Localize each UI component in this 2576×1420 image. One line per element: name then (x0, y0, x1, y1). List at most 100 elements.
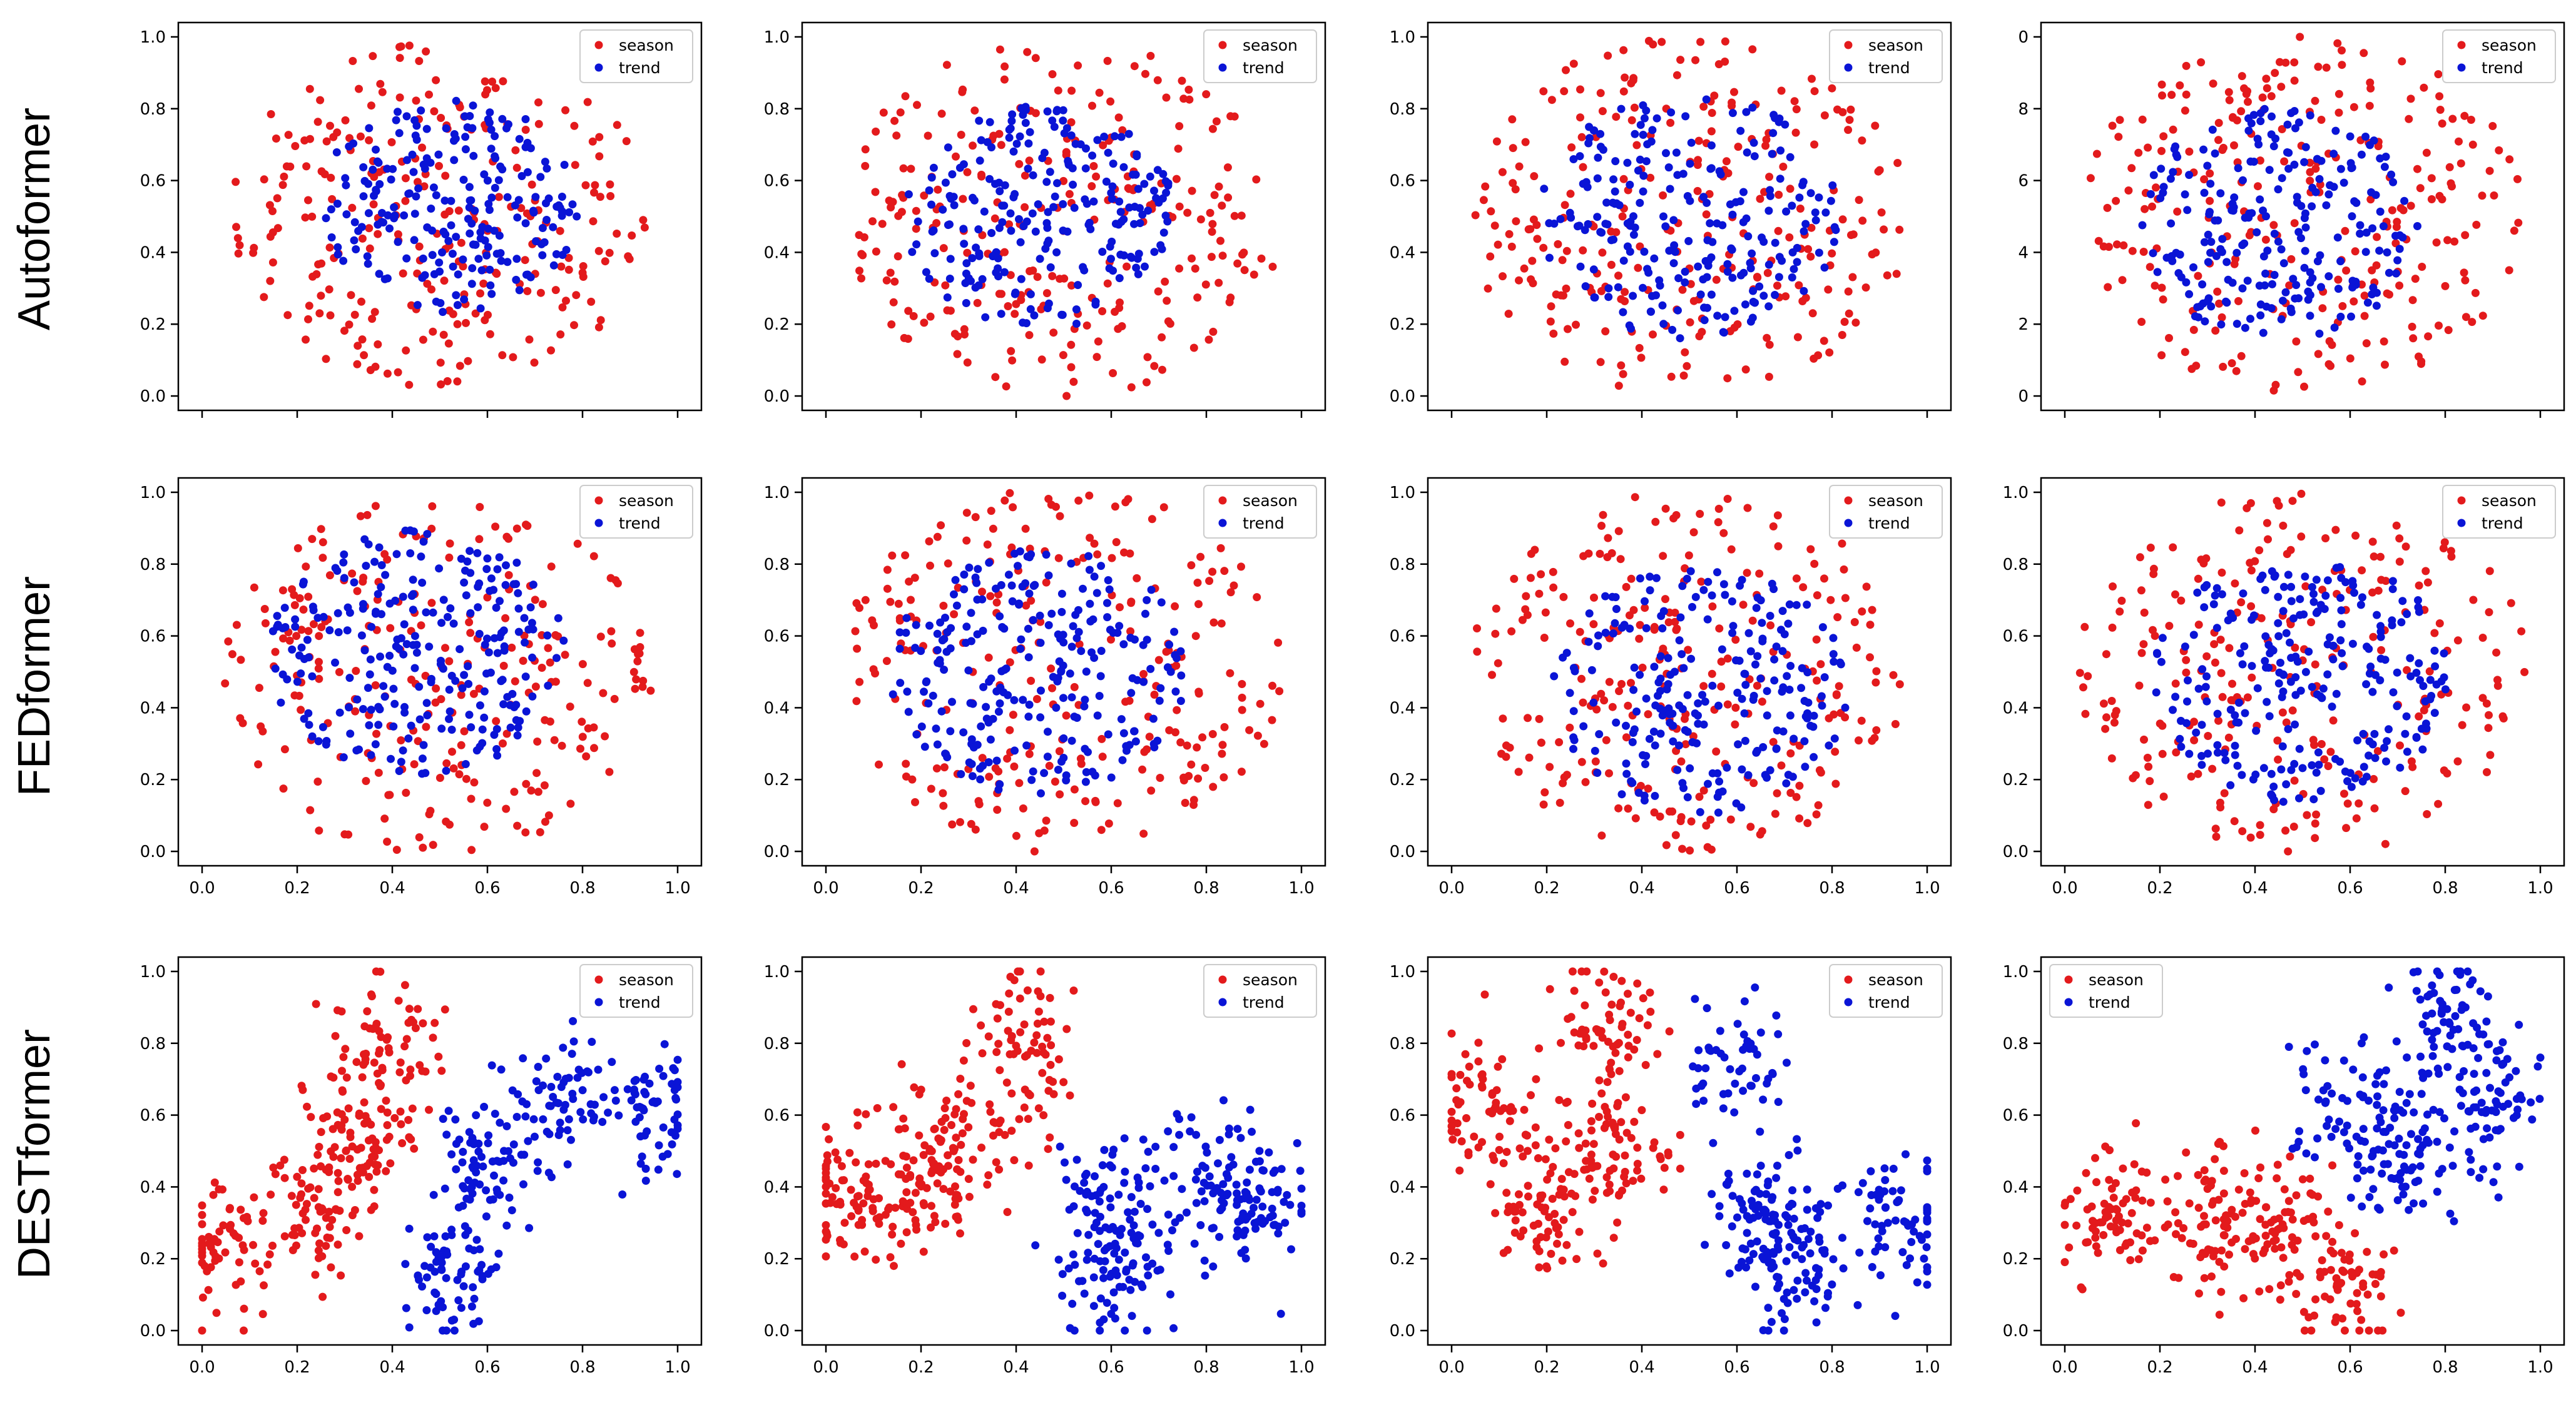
point-trend (461, 112, 469, 120)
point-trend (1621, 621, 1629, 629)
point-trend (454, 1296, 462, 1304)
point-trend (1024, 165, 1032, 173)
point-trend (2431, 709, 2439, 717)
point-season (1069, 378, 1077, 386)
point-trend (389, 723, 397, 731)
point-season (364, 511, 372, 519)
point-trend (2211, 150, 2219, 158)
point-season (2441, 282, 2450, 290)
point-trend (375, 270, 384, 278)
point-trend (340, 753, 348, 761)
point-season (2150, 565, 2158, 573)
point-season (1527, 574, 1535, 582)
legend-marker-season (1219, 497, 1227, 505)
point-season (2139, 640, 2147, 648)
point-season (1202, 90, 1210, 98)
point-trend (1154, 198, 1163, 206)
point-trend (2268, 113, 2276, 121)
point-season (1007, 347, 1015, 355)
point-season (1529, 279, 1537, 287)
point-trend (507, 724, 515, 732)
point-trend (1784, 620, 1792, 628)
point-trend (1071, 713, 1079, 721)
point-season (1114, 799, 1122, 808)
point-season (224, 637, 232, 646)
point-trend (376, 652, 384, 661)
point-season (2177, 597, 2185, 605)
point-trend (1651, 792, 1659, 800)
point-season (944, 307, 952, 315)
point-trend (2338, 620, 2346, 628)
point-trend (2366, 662, 2375, 671)
point-season (311, 1270, 319, 1279)
point-trend (384, 275, 392, 283)
point-season (1044, 1145, 1052, 1153)
point-season (2311, 834, 2319, 842)
point-trend (481, 687, 489, 696)
point-trend (437, 1266, 445, 1274)
point-season (1484, 285, 1492, 293)
point-trend (2353, 736, 2361, 744)
point-trend (1681, 278, 1689, 287)
point-season (2407, 94, 2415, 103)
point-trend (2380, 222, 2388, 230)
point-season (1609, 703, 1617, 711)
point-trend (493, 751, 501, 759)
point-trend (550, 261, 558, 270)
point-trend (1026, 589, 1034, 597)
point-season (1193, 293, 1201, 302)
point-trend (1011, 550, 1019, 558)
point-season (872, 128, 880, 136)
point-trend (2343, 777, 2351, 785)
point-trend (1714, 702, 1723, 710)
point-season (445, 340, 453, 348)
point-season (372, 730, 380, 738)
point-trend (269, 627, 277, 636)
points-group (2087, 33, 2522, 395)
point-season (266, 277, 274, 285)
point-trend (1786, 153, 1795, 161)
point-season (912, 1189, 920, 1197)
point-season (590, 744, 598, 752)
point-trend (1720, 328, 1728, 337)
point-trend (1648, 126, 1656, 134)
point-trend (447, 221, 456, 230)
point-season (306, 85, 314, 93)
point-trend (1143, 596, 1151, 604)
point-trend (2381, 163, 2389, 171)
point-season (348, 204, 356, 212)
point-season (2158, 284, 2166, 292)
point-trend (530, 208, 538, 216)
point-trend (2403, 713, 2411, 721)
y-tick-label: 0.2 (764, 315, 790, 334)
point-season (1526, 225, 1534, 233)
point-trend (1768, 580, 1776, 588)
point-trend (1666, 185, 1674, 193)
point-trend (1107, 255, 1115, 263)
point-season (822, 1123, 830, 1131)
point-trend (1162, 177, 1170, 185)
point-trend (1097, 647, 1106, 655)
point-season (2368, 589, 2376, 597)
point-season (887, 1253, 895, 1261)
point-season (326, 1234, 334, 1242)
point-season (376, 80, 384, 88)
point-season (898, 1060, 906, 1068)
point-season (955, 1156, 963, 1164)
point-trend (488, 1062, 496, 1070)
point-trend (2288, 597, 2296, 606)
point-trend (389, 667, 397, 675)
y-tick-label: 0.4 (140, 243, 166, 262)
point-trend (2295, 794, 2303, 803)
point-season (2361, 312, 2369, 320)
point-season (1486, 253, 1494, 261)
point-trend (2277, 766, 2285, 774)
point-trend (1059, 734, 1067, 743)
point-season (342, 1147, 350, 1155)
point-trend (1830, 634, 1838, 642)
point-season (1600, 696, 1608, 704)
point-season (576, 744, 584, 753)
point-trend (2154, 268, 2162, 276)
point-trend (447, 1150, 456, 1159)
